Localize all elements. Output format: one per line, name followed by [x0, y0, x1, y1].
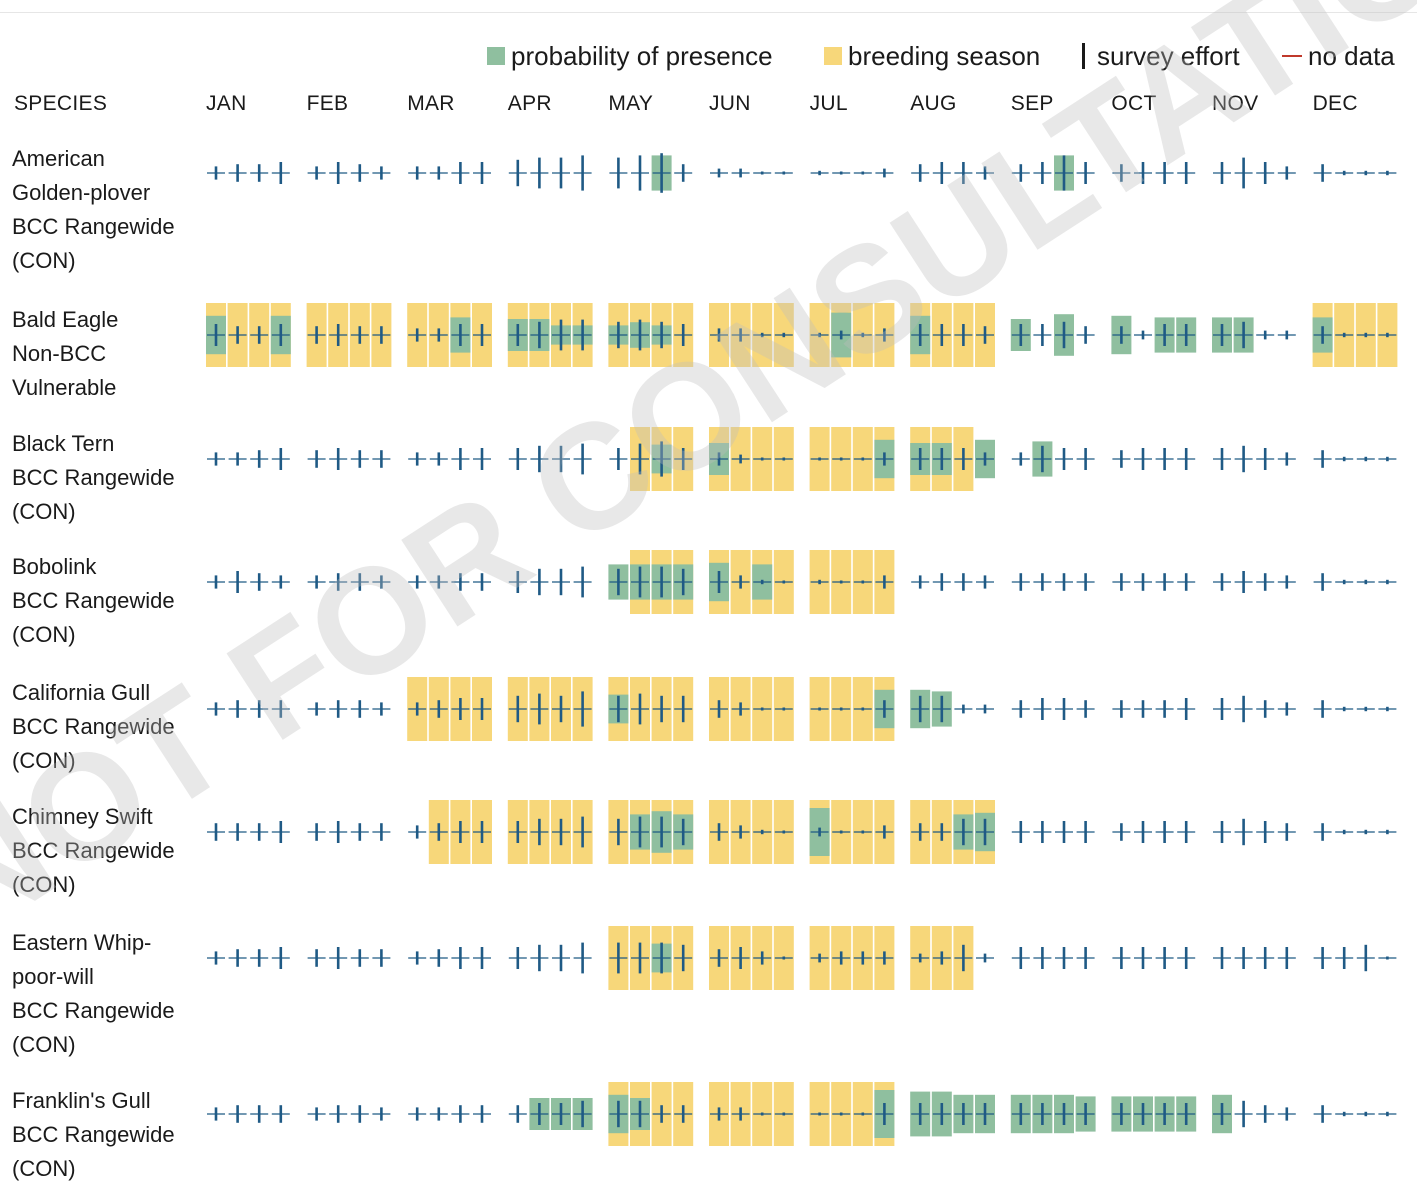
species-label-line: BCC Rangewide: [12, 1122, 175, 1147]
species-label-line: Non-BCC: [12, 341, 107, 366]
species-label-line: (CON): [12, 1032, 76, 1057]
legend-nodata: no data: [1282, 38, 1395, 74]
species-label-line: Franklin's Gull: [12, 1088, 151, 1113]
species-label-line: BCC Rangewide: [12, 465, 175, 490]
species-label-line: Eastern Whip-: [12, 930, 152, 955]
species-label-line: (CON): [12, 248, 76, 273]
nodata-dash-icon: [1282, 55, 1302, 57]
species-label-line: Golden-plover: [12, 180, 151, 205]
legend-effort: survey effort: [1082, 38, 1240, 74]
species-label-line: BCC Rangewide: [12, 588, 175, 613]
species-label-line: Chimney Swift: [12, 804, 153, 829]
species-column-header: SPECIES: [14, 92, 108, 115]
month-header-jan: JAN: [206, 92, 247, 115]
legend-effort-label: survey effort: [1097, 40, 1240, 71]
month-header-oct: OCT: [1111, 92, 1157, 115]
legend-presence: probability of presence: [487, 38, 773, 74]
legend-nodata-label: no data: [1308, 40, 1395, 71]
species-label: Chimney Swift BCC Rangewide (CON): [12, 800, 202, 902]
species-label-line: (CON): [12, 622, 76, 647]
species-label: Franklin's Gull BCC Rangewide (CON): [12, 1084, 202, 1186]
presence-swatch-icon: [487, 47, 505, 65]
species-label-line: poor-will: [12, 964, 94, 989]
month-header-apr: APR: [507, 92, 552, 115]
legend-breeding-label: breeding season: [848, 40, 1041, 71]
month-header-feb: FEB: [306, 92, 349, 115]
species-label-line: Bald Eagle: [12, 307, 119, 332]
species-label-line: California Gull: [12, 680, 151, 705]
month-header-sep: SEP: [1010, 92, 1054, 115]
species-label: Eastern Whip-poor-will BCC Rangewide (CON): [12, 926, 202, 1062]
month-header-nov: NOV: [1212, 92, 1259, 115]
month-header-mar: MAR: [407, 92, 455, 115]
month-header-jun: JUN: [709, 92, 751, 115]
species-label-line: (CON): [12, 872, 76, 897]
month-header-jul: JUL: [809, 92, 848, 115]
month-header-dec: DEC: [1312, 92, 1358, 115]
breeding-swatch-icon: [824, 47, 842, 65]
species-label: American Golden-plover BCC Rangewide (CON): [12, 142, 202, 278]
species-label-line: BCC Rangewide: [12, 714, 175, 739]
species-label-line: American: [12, 146, 105, 171]
species-label: California Gull BCC Rangewide (CON): [12, 676, 202, 778]
species-label-line: Vulnerable: [12, 375, 117, 400]
species-label-line: Black Tern: [12, 431, 115, 456]
month-header-may: MAY: [608, 92, 654, 115]
species-label: Bobolink BCC Rangewide (CON): [12, 550, 202, 652]
species-label-line: Bobolink: [12, 554, 97, 579]
species-label-line: BCC Rangewide: [12, 998, 175, 1023]
species-label-line: (CON): [12, 748, 76, 773]
legend-breeding: breeding season: [824, 38, 1040, 74]
species-label-line: (CON): [12, 1156, 76, 1181]
species-label-line: BCC Rangewide: [12, 838, 175, 863]
species-label: Black Tern BCC Rangewide (CON): [12, 427, 202, 529]
species-label-line: (CON): [12, 499, 76, 524]
species-label-line: BCC Rangewide: [12, 214, 175, 239]
legend-presence-label: probability of presence: [511, 40, 773, 71]
species-label: Bald Eagle Non-BCC Vulnerable: [12, 303, 202, 405]
top-divider: [0, 12, 1417, 13]
month-header-aug: AUG: [910, 92, 957, 115]
effort-bar-icon: [1082, 43, 1085, 69]
